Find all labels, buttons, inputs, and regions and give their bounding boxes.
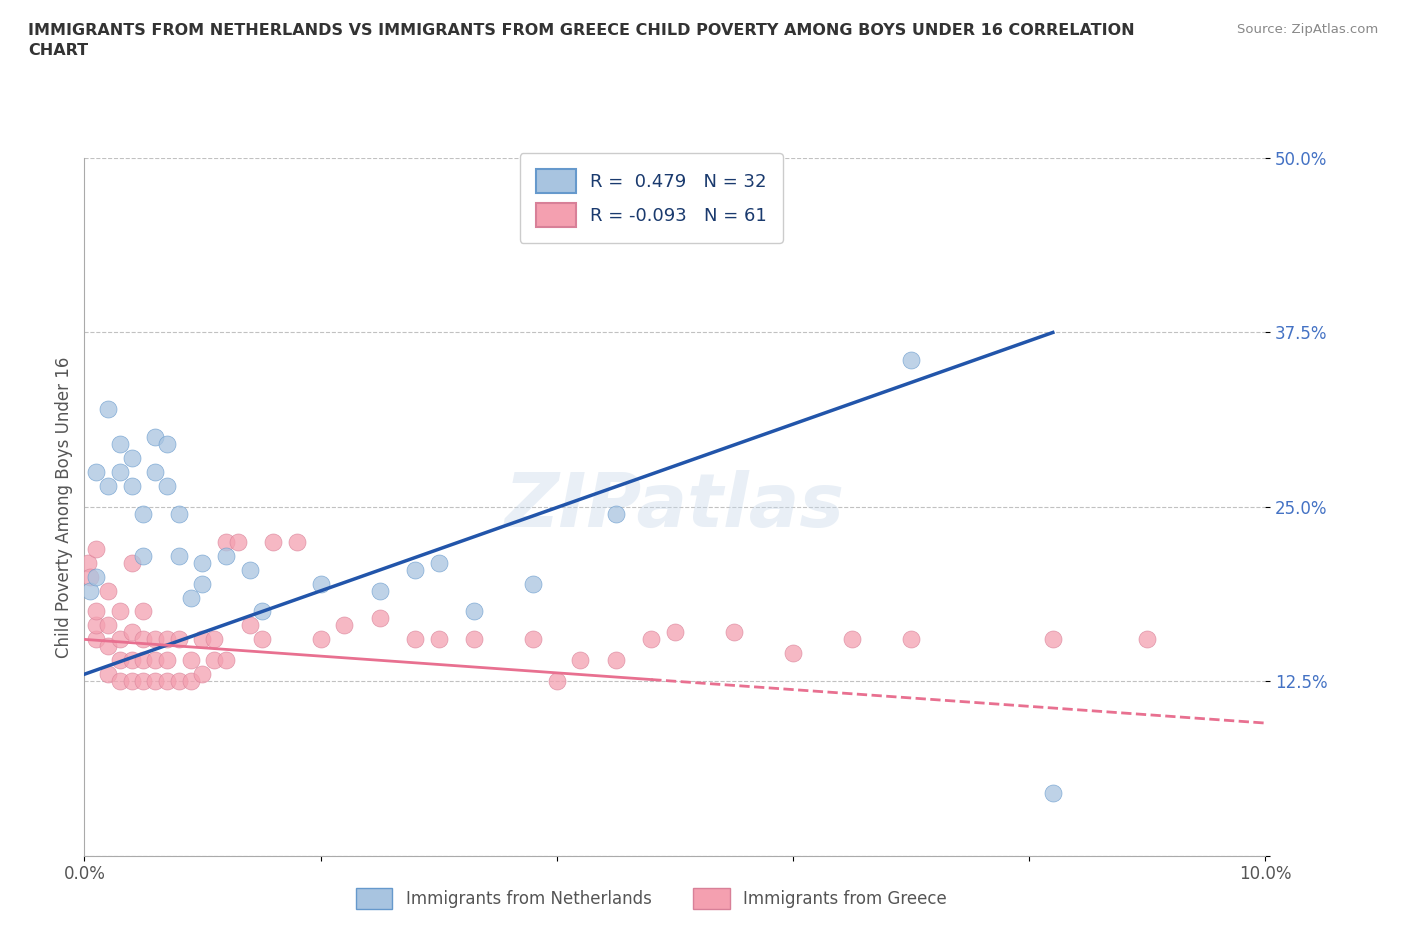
Point <box>156 437 179 452</box>
Point <box>132 506 155 521</box>
Point <box>202 653 225 668</box>
Point <box>84 541 107 556</box>
Point <box>132 653 155 668</box>
Point <box>191 667 214 682</box>
Point <box>309 576 332 591</box>
Text: Source: ZipAtlas.com: Source: ZipAtlas.com <box>1237 23 1378 36</box>
Point <box>900 632 922 647</box>
Point <box>262 534 284 549</box>
Point <box>250 604 273 619</box>
Point <box>569 653 592 668</box>
Point <box>121 479 143 494</box>
Point <box>167 632 190 647</box>
Point <box>404 632 426 647</box>
Point <box>97 667 120 682</box>
Point <box>180 591 202 605</box>
Point <box>368 611 391 626</box>
Point <box>84 569 107 584</box>
Point <box>77 555 100 570</box>
Point <box>121 653 143 668</box>
Point <box>333 618 356 633</box>
Point <box>191 632 214 647</box>
Point <box>782 646 804 661</box>
Point <box>121 625 143 640</box>
Point <box>522 632 544 647</box>
Text: ZIPatlas: ZIPatlas <box>505 471 845 543</box>
Point <box>167 673 190 688</box>
Point <box>132 549 155 564</box>
Point <box>132 673 155 688</box>
Point <box>108 465 131 480</box>
Point <box>156 653 179 668</box>
Point <box>202 632 225 647</box>
Point <box>215 549 238 564</box>
Point <box>664 625 686 640</box>
Text: IMMIGRANTS FROM NETHERLANDS VS IMMIGRANTS FROM GREECE CHILD POVERTY AMONG BOYS U: IMMIGRANTS FROM NETHERLANDS VS IMMIGRANT… <box>28 23 1135 58</box>
Point <box>167 549 190 564</box>
Point <box>546 673 568 688</box>
Point <box>368 583 391 598</box>
Point <box>143 653 166 668</box>
Point <box>108 653 131 668</box>
Point <box>522 576 544 591</box>
Point <box>605 653 627 668</box>
Point <box>121 451 143 466</box>
Point <box>108 437 131 452</box>
Point <box>84 604 107 619</box>
Point <box>84 465 107 480</box>
Point <box>79 569 101 584</box>
Point <box>79 583 101 598</box>
Point <box>167 506 190 521</box>
Point <box>250 632 273 647</box>
Point <box>285 534 308 549</box>
Point <box>1042 632 1064 647</box>
Point <box>309 632 332 647</box>
Point <box>215 534 238 549</box>
Point <box>1136 632 1159 647</box>
Point <box>108 604 131 619</box>
Point <box>427 632 450 647</box>
Point <box>132 604 155 619</box>
Point <box>143 673 166 688</box>
Point <box>143 430 166 445</box>
Point <box>640 632 662 647</box>
Point <box>143 632 166 647</box>
Point <box>239 562 262 577</box>
Point <box>191 555 214 570</box>
Point <box>463 604 485 619</box>
Point <box>841 632 863 647</box>
Point <box>108 632 131 647</box>
Point <box>97 402 120 417</box>
Legend: Immigrants from Netherlands, Immigrants from Greece: Immigrants from Netherlands, Immigrants … <box>347 880 955 917</box>
Point <box>97 618 120 633</box>
Point <box>156 673 179 688</box>
Point <box>84 618 107 633</box>
Point <box>900 352 922 367</box>
Point <box>132 632 155 647</box>
Point <box>143 465 166 480</box>
Point <box>226 534 249 549</box>
Point <box>427 555 450 570</box>
Point <box>1042 785 1064 800</box>
Y-axis label: Child Poverty Among Boys Under 16: Child Poverty Among Boys Under 16 <box>55 356 73 658</box>
Point <box>156 479 179 494</box>
Point <box>605 506 627 521</box>
Point <box>84 632 107 647</box>
Point <box>108 673 131 688</box>
Point <box>121 673 143 688</box>
Point <box>156 632 179 647</box>
Point <box>463 632 485 647</box>
Point <box>180 653 202 668</box>
Point <box>723 625 745 640</box>
Point <box>121 555 143 570</box>
Point <box>239 618 262 633</box>
Point <box>215 653 238 668</box>
Point <box>97 583 120 598</box>
Point <box>97 639 120 654</box>
Point <box>404 562 426 577</box>
Point <box>180 673 202 688</box>
Point <box>191 576 214 591</box>
Point <box>97 479 120 494</box>
